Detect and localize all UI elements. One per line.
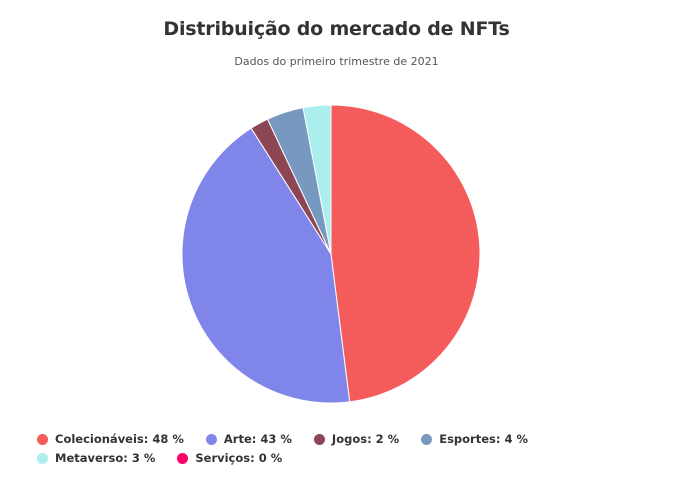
legend-item-arte[interactable]: Arte: 43 % [205, 432, 292, 446]
legend-label: Serviços: 0 % [195, 451, 283, 465]
legend-swatch [421, 433, 433, 445]
legend-label: Arte: 43 % [223, 432, 292, 446]
legend-swatch [37, 452, 48, 464]
pie-slice-metaverso[interactable] [302, 104, 332, 255]
legend-swatch [37, 433, 48, 445]
pie-slice-colecionaveis[interactable] [330, 104, 481, 403]
legend-swatch [177, 452, 189, 464]
pie-slice-arte[interactable] [181, 127, 351, 404]
chart-legend: Colecionáveis: 48 % Arte: 43 % Jogos: 2 % E… [37, 432, 657, 465]
legend-label: Esportes: 4 % [439, 432, 528, 446]
legend-label: Colecionáveis: 48 % [55, 432, 184, 446]
legend-item-esportes[interactable]: Esportes: 4 % [421, 432, 528, 446]
chart-subtitle: Dados do primeiro trimestre de 2021 [234, 55, 439, 68]
legend-label: Jogos: 2 % [331, 432, 400, 446]
legend-item-colecionaveis[interactable]: Colecionáveis: 48 % [37, 432, 184, 446]
legend-label: Metaverso: 3 % [55, 451, 156, 465]
legend-item-jogos[interactable]: Jogos: 2 % [313, 432, 400, 446]
legend-swatch [313, 433, 325, 445]
legend-item-metaverso[interactable]: Metaverso: 3 % [37, 451, 155, 465]
chart-title: Distribuição do mercado de NFTs [163, 18, 510, 40]
legend-item-servicos[interactable]: Serviços: 0 % [177, 451, 282, 465]
legend-swatch [205, 433, 217, 445]
